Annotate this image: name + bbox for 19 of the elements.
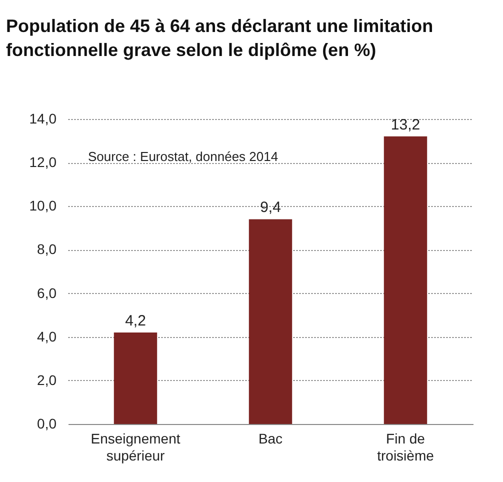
y-tick-label: 8,0 — [37, 241, 57, 258]
data-label: 9,4 — [260, 199, 281, 216]
y-tick-label: 2,0 — [37, 372, 57, 388]
y-tick-label: 4,0 — [37, 328, 57, 344]
y-tick-label: 10,0 — [29, 198, 57, 214]
x-tick-label: Fin de troisième — [377, 430, 434, 464]
bar — [114, 332, 158, 424]
data-label: 4,2 — [125, 312, 146, 330]
y-tick-label: 12,0 — [29, 154, 57, 170]
chart-title: Population de 45 à 64 ans déclarant une limitation fonctionnelle grave selon le diplôme (en %) — [6, 16, 434, 60]
y-tick-label: 14,0 — [29, 110, 57, 126]
y-tick-label: 0,0 — [37, 416, 57, 432]
x-tick-label: Enseignement supérieur — [90, 430, 180, 464]
x-tick-label: Bac — [258, 430, 283, 446]
data-label: 13,2 — [390, 116, 420, 134]
y-tick-label: 6,0 — [37, 284, 57, 301]
bar — [384, 136, 428, 424]
annotation: Source : Eurostat, données 2014 — [88, 149, 278, 164]
bar — [248, 219, 292, 424]
